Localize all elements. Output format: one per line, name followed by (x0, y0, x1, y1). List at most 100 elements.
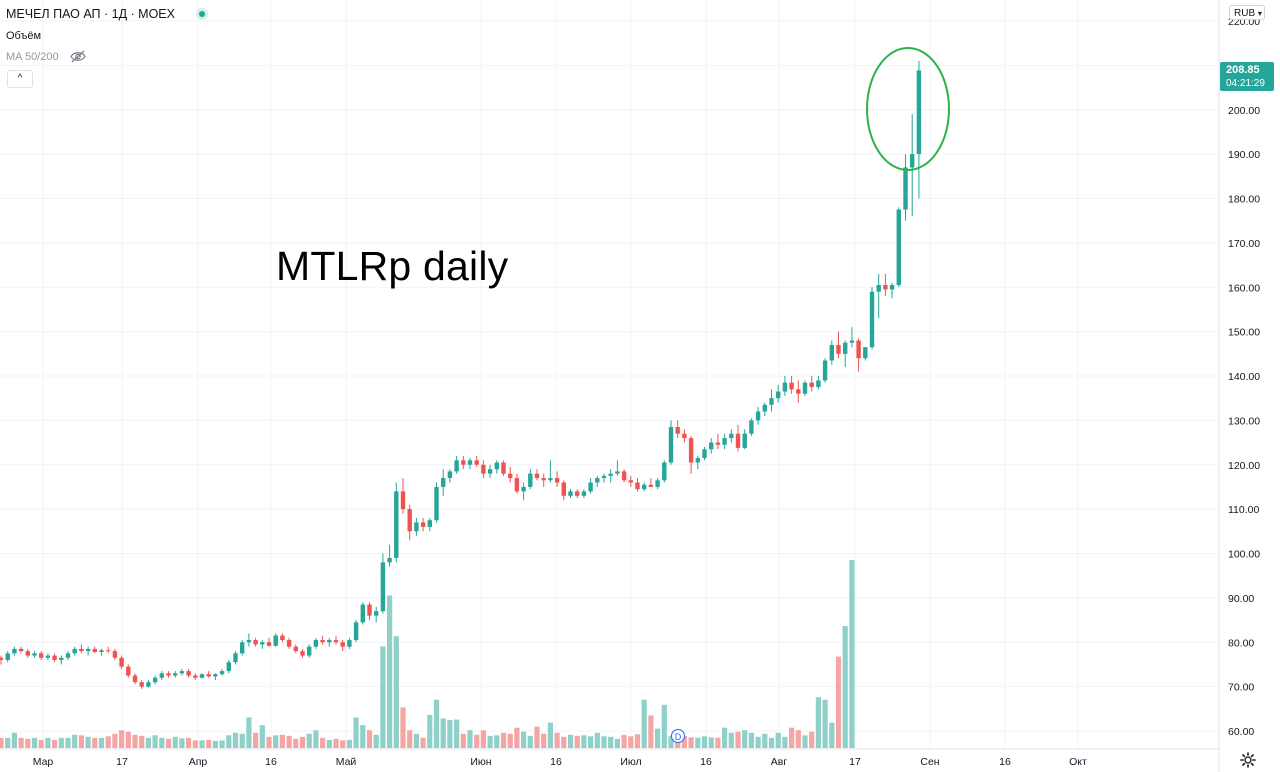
candle-body (273, 635, 278, 646)
volume-bar (842, 626, 848, 748)
time-tick-label: 16 (999, 756, 1011, 768)
candle-body (286, 640, 292, 647)
candle-body (809, 382, 814, 388)
volume-bar (98, 737, 105, 748)
volume-bar (333, 738, 339, 748)
candle-body (782, 382, 788, 392)
volume-bar (594, 732, 600, 748)
candle-body (327, 640, 332, 643)
volume-bar (782, 736, 788, 748)
volume-bar (628, 736, 634, 748)
volume-bar (695, 737, 701, 748)
time-tick-label: Сен (920, 756, 939, 768)
volume-bar (768, 737, 775, 748)
candle-body (675, 427, 680, 434)
volume-bar (809, 731, 815, 748)
candle-body (407, 509, 412, 532)
candle-body (642, 484, 647, 490)
candle-body (461, 460, 466, 465)
volume-bar (340, 740, 346, 748)
candle-body (112, 651, 118, 658)
candle-body (12, 648, 17, 654)
time-tick-label: Мар (33, 756, 54, 768)
volume-bar (92, 737, 98, 748)
candle-body (226, 662, 231, 672)
currency-dropdown[interactable]: RUB ▾ (1229, 5, 1265, 20)
gear-icon[interactable] (1240, 752, 1256, 768)
volume-bar (755, 736, 761, 748)
ma-indicator-label[interactable]: MA 50/200 (6, 51, 59, 63)
candle-body (494, 462, 499, 470)
volume-bar (253, 732, 259, 748)
volume-bar (835, 656, 842, 748)
candle-body (863, 347, 868, 359)
candle-body (648, 484, 654, 487)
price-tick-label: 150.00 (1228, 327, 1260, 339)
volume-bar (735, 731, 741, 748)
volume-bar (159, 737, 165, 748)
candle-body (514, 478, 520, 492)
volume-bar (387, 595, 393, 748)
volume-bar (521, 731, 527, 748)
volume-bar (172, 736, 178, 748)
candle-body (360, 604, 365, 623)
volume-indicator-label[interactable]: Объём (6, 30, 42, 42)
symbol-title[interactable]: МЕЧЕЛ ПАО АП · 1Д · MOEX (6, 7, 175, 21)
candle-body (769, 398, 774, 405)
dividend-marker[interactable]: D (671, 729, 685, 743)
time-tick-label: 16 (265, 756, 277, 768)
candle-body (521, 486, 526, 492)
candle-body (889, 285, 895, 290)
volume-bar (567, 734, 574, 748)
volume-bar (822, 699, 828, 748)
candle-body (387, 557, 392, 563)
candle-body (347, 640, 352, 647)
candle-body (340, 642, 345, 647)
candle-body (32, 653, 37, 656)
time-tick-label: Июн (470, 756, 491, 768)
candle-body (668, 427, 674, 463)
volume-bar (65, 737, 71, 748)
volume-bar (206, 739, 212, 748)
volume-bar (299, 736, 306, 748)
candle-body (883, 285, 888, 290)
candle-body (876, 285, 881, 292)
candle-body (99, 650, 104, 653)
candle-body (260, 642, 265, 645)
candle-body (240, 642, 245, 654)
collapse-legend-button[interactable]: ^ (7, 70, 33, 88)
volume-bar (815, 697, 821, 748)
candle-body (353, 622, 359, 641)
volume-bar (0, 737, 4, 748)
volume-bar (789, 727, 795, 748)
volume-bar (286, 735, 292, 748)
price-tick-label: 180.00 (1228, 194, 1260, 206)
candle-body (447, 471, 453, 479)
price-tick-label: 200.00 (1228, 105, 1260, 117)
volume-bar (795, 730, 801, 748)
price-tick-label: 190.00 (1228, 149, 1260, 161)
candle-body (481, 464, 486, 474)
hidden-eye-icon[interactable] (70, 50, 86, 63)
price-tick-label: 70.00 (1228, 682, 1254, 694)
price-tick-label: 130.00 (1228, 415, 1260, 427)
volume-bar (554, 732, 560, 748)
candle-body (79, 648, 84, 652)
volume-bar (507, 733, 513, 748)
chart-annotation-text[interactable]: MTLRp daily (276, 243, 509, 289)
time-tick-label: 17 (116, 756, 128, 768)
volume-bar (608, 736, 614, 748)
volume-bar (246, 717, 252, 748)
candle-body (186, 671, 191, 676)
volume-bar (661, 704, 667, 748)
candle-body (193, 675, 198, 678)
volume-bar (701, 736, 708, 748)
volume-bar (715, 737, 721, 748)
volume-bar (534, 726, 540, 748)
price-tick-label: 80.00 (1228, 637, 1254, 649)
time-tick-label: 16 (550, 756, 562, 768)
candle-body (380, 562, 386, 612)
volume-bar (561, 736, 567, 748)
